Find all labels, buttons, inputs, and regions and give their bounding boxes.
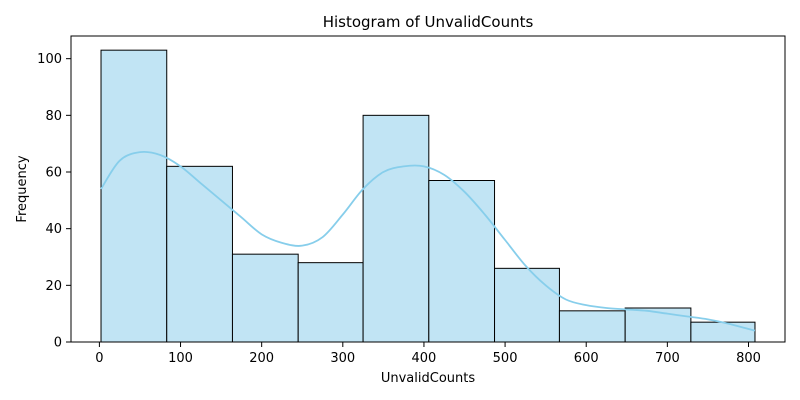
x-tick-label: 0: [95, 351, 103, 366]
histogram-bar-9: [624, 307, 692, 343]
plot-frame: [70, 35, 786, 343]
bars-group: [100, 49, 756, 343]
y-tick-label: 0: [54, 336, 62, 351]
x-tick-label: 300: [330, 351, 355, 366]
x-tick-label: 600: [574, 351, 599, 366]
x-axis-ticks: 0 100 200 300 400 500 600 700 800: [95, 342, 761, 366]
x-tick-label: 700: [655, 351, 680, 366]
x-tick-label: 800: [736, 351, 761, 366]
histogram-bar-4: [297, 262, 364, 343]
y-tick-label: 20: [45, 279, 62, 294]
x-axis-label: UnvalidCounts: [381, 371, 475, 386]
histogram-bar-2: [166, 165, 233, 343]
chart-title: Histogram of UnvalidCounts: [323, 13, 534, 31]
x-tick-label: 100: [168, 351, 193, 366]
x-tick-label: 200: [249, 351, 274, 366]
y-tick-label: 100: [37, 52, 62, 67]
histogram-bar-5: [362, 114, 430, 343]
histogram-bar-8: [558, 310, 626, 343]
histogram-bar-10: [690, 321, 756, 343]
y-tick-label: 80: [45, 109, 62, 124]
kde-group: [100, 150, 756, 332]
y-axis-ticks: 0 20 40 60 80 100: [37, 52, 71, 351]
histogram-bar-3: [231, 253, 299, 343]
histogram-bar-6: [428, 180, 496, 343]
x-tick-label: 400: [412, 351, 437, 366]
x-tick-label: 500: [493, 351, 518, 366]
histogram-bar-1: [100, 49, 168, 343]
y-tick-label: 40: [45, 222, 62, 237]
kde-curve: [100, 150, 756, 332]
y-tick-label: 60: [45, 166, 62, 181]
y-axis-label: Frequency: [15, 155, 30, 222]
histogram-bar-7: [494, 267, 560, 343]
